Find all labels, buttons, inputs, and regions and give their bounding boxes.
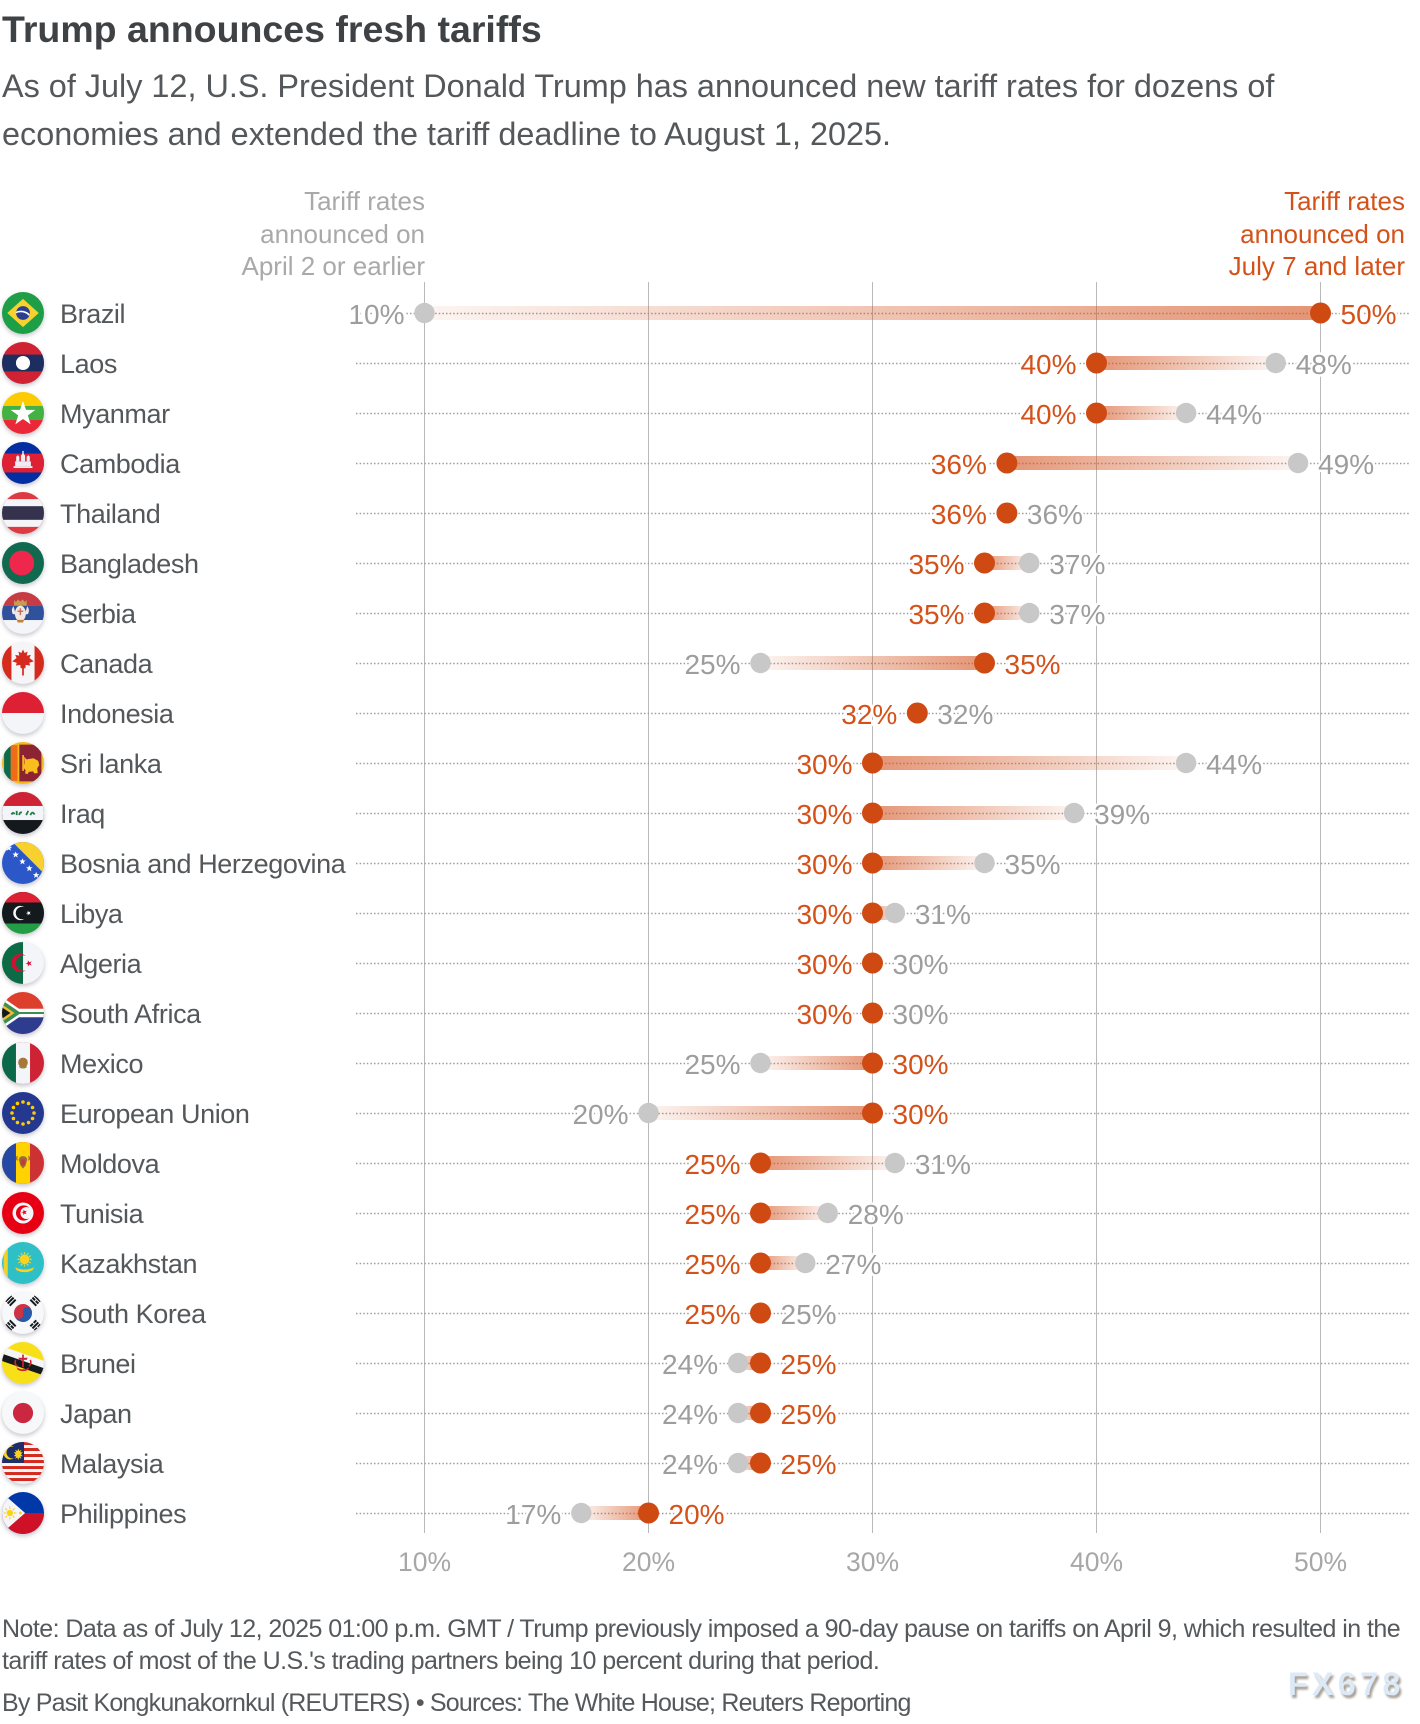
svg-text:30%: 30% (796, 899, 852, 930)
svg-text:10%: 10% (348, 299, 404, 330)
svg-text:25%: 25% (781, 1349, 837, 1380)
svg-text:24%: 24% (662, 1449, 718, 1480)
svg-text:39%: 39% (1094, 799, 1150, 830)
svg-text:36%: 36% (931, 499, 987, 530)
svg-text:25%: 25% (781, 1449, 837, 1480)
svg-text:50%: 50% (1341, 299, 1397, 330)
svg-text:32%: 32% (841, 699, 897, 730)
svg-text:35%: 35% (1005, 649, 1061, 680)
svg-text:25%: 25% (684, 1199, 740, 1230)
svg-text:30%: 30% (893, 999, 949, 1030)
svg-text:30%: 30% (846, 1547, 899, 1577)
svg-text:30%: 30% (796, 849, 852, 880)
svg-text:20%: 20% (572, 1099, 628, 1130)
svg-text:25%: 25% (684, 1299, 740, 1330)
svg-text:44%: 44% (1206, 399, 1262, 430)
svg-text:30%: 30% (893, 1099, 949, 1130)
svg-text:35%: 35% (908, 549, 964, 580)
svg-text:17%: 17% (505, 1499, 561, 1530)
svg-text:28%: 28% (848, 1199, 904, 1230)
svg-text:20%: 20% (669, 1499, 725, 1530)
svg-text:30%: 30% (796, 799, 852, 830)
svg-text:10%: 10% (398, 1547, 451, 1577)
svg-text:25%: 25% (684, 1149, 740, 1180)
svg-text:25%: 25% (781, 1299, 837, 1330)
svg-text:35%: 35% (908, 599, 964, 630)
svg-text:25%: 25% (684, 1049, 740, 1080)
svg-text:25%: 25% (684, 1249, 740, 1280)
svg-text:44%: 44% (1206, 749, 1262, 780)
svg-text:27%: 27% (825, 1249, 881, 1280)
svg-text:30%: 30% (796, 749, 852, 780)
svg-text:49%: 49% (1318, 449, 1374, 480)
svg-text:50%: 50% (1294, 1547, 1347, 1577)
svg-text:25%: 25% (684, 649, 740, 680)
svg-text:20%: 20% (622, 1547, 675, 1577)
svg-text:36%: 36% (931, 449, 987, 480)
svg-text:36%: 36% (1027, 499, 1083, 530)
svg-text:30%: 30% (796, 949, 852, 980)
svg-text:30%: 30% (796, 999, 852, 1030)
svg-text:30%: 30% (893, 1049, 949, 1080)
svg-text:48%: 48% (1296, 349, 1352, 380)
svg-text:32%: 32% (937, 699, 993, 730)
svg-text:30%: 30% (893, 949, 949, 980)
svg-text:24%: 24% (662, 1349, 718, 1380)
svg-text:40%: 40% (1070, 1547, 1123, 1577)
svg-text:24%: 24% (662, 1399, 718, 1430)
svg-text:40%: 40% (1020, 399, 1076, 430)
svg-text:35%: 35% (1005, 849, 1061, 880)
svg-text:31%: 31% (915, 1149, 971, 1180)
svg-text:37%: 37% (1049, 599, 1105, 630)
svg-text:31%: 31% (915, 899, 971, 930)
svg-text:40%: 40% (1020, 349, 1076, 380)
svg-text:25%: 25% (781, 1399, 837, 1430)
svg-text:37%: 37% (1049, 549, 1105, 580)
